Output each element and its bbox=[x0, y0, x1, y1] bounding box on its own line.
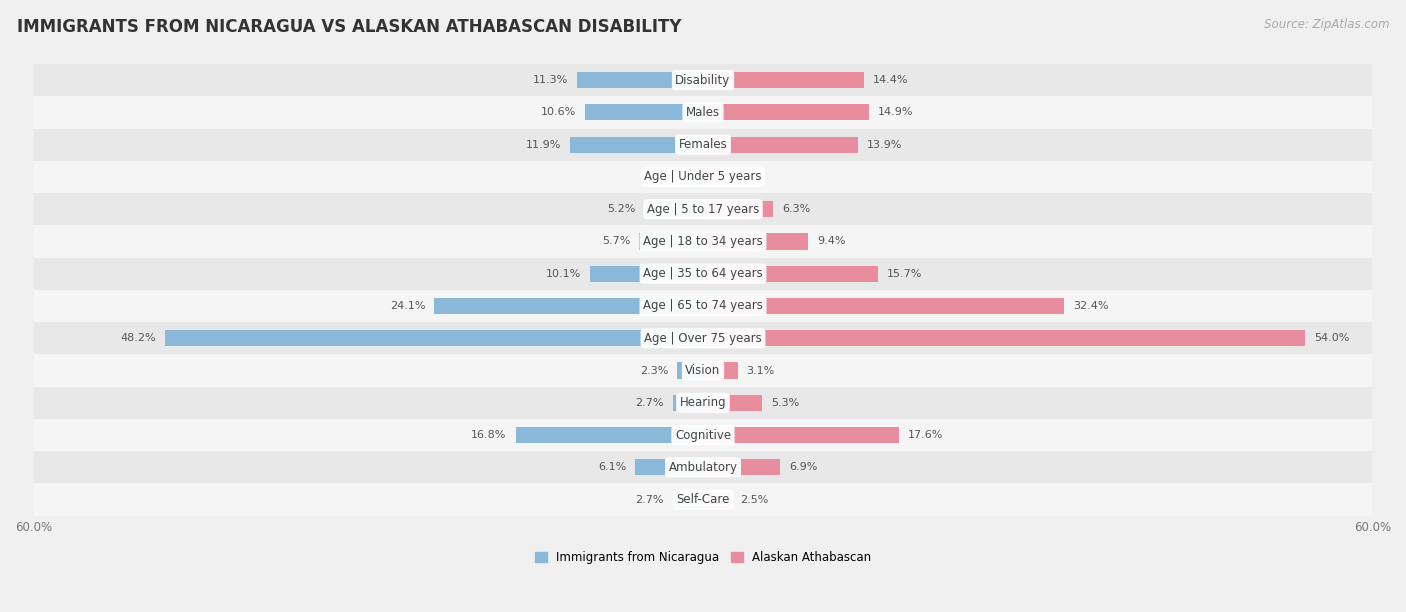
Text: Males: Males bbox=[686, 106, 720, 119]
Bar bbox=[34, 451, 1372, 483]
Bar bbox=[571, 136, 703, 153]
Text: 48.2%: 48.2% bbox=[121, 334, 156, 343]
Text: 5.7%: 5.7% bbox=[602, 236, 630, 247]
Text: 11.9%: 11.9% bbox=[526, 140, 561, 150]
Bar bbox=[34, 483, 1372, 516]
Legend: Immigrants from Nicaragua, Alaskan Athabascan: Immigrants from Nicaragua, Alaskan Athab… bbox=[534, 551, 872, 564]
Bar bbox=[640, 233, 703, 250]
Text: 10.1%: 10.1% bbox=[546, 269, 582, 278]
Bar bbox=[34, 387, 1372, 419]
Text: IMMIGRANTS FROM NICARAGUA VS ALASKAN ATHABASCAN DISABILITY: IMMIGRANTS FROM NICARAGUA VS ALASKAN ATH… bbox=[17, 18, 682, 36]
Bar bbox=[703, 136, 858, 153]
Text: 10.6%: 10.6% bbox=[540, 107, 576, 118]
Bar bbox=[34, 419, 1372, 451]
Bar bbox=[703, 427, 900, 443]
Text: 5.3%: 5.3% bbox=[770, 398, 799, 408]
Text: Age | Under 5 years: Age | Under 5 years bbox=[644, 170, 762, 184]
Bar bbox=[34, 96, 1372, 129]
Bar bbox=[689, 169, 703, 185]
Text: 9.4%: 9.4% bbox=[817, 236, 845, 247]
Bar bbox=[34, 290, 1372, 322]
Bar bbox=[636, 459, 703, 476]
Bar bbox=[703, 266, 879, 282]
Text: 54.0%: 54.0% bbox=[1315, 334, 1350, 343]
Bar bbox=[678, 362, 703, 379]
Text: 1.2%: 1.2% bbox=[652, 172, 681, 182]
Bar bbox=[703, 104, 869, 121]
Text: 2.7%: 2.7% bbox=[636, 398, 664, 408]
Bar bbox=[576, 72, 703, 88]
Bar bbox=[34, 129, 1372, 161]
Text: Source: ZipAtlas.com: Source: ZipAtlas.com bbox=[1264, 18, 1389, 31]
Bar bbox=[673, 395, 703, 411]
Text: Vision: Vision bbox=[685, 364, 721, 377]
Bar bbox=[34, 193, 1372, 225]
Bar bbox=[703, 201, 773, 217]
Bar bbox=[34, 354, 1372, 387]
Bar bbox=[703, 72, 863, 88]
Bar bbox=[34, 225, 1372, 258]
Bar bbox=[34, 322, 1372, 354]
Text: Disability: Disability bbox=[675, 73, 731, 86]
Text: 5.2%: 5.2% bbox=[607, 204, 636, 214]
Bar bbox=[166, 330, 703, 346]
Bar bbox=[703, 233, 808, 250]
Text: 11.3%: 11.3% bbox=[533, 75, 568, 85]
Text: 6.3%: 6.3% bbox=[782, 204, 810, 214]
Text: 14.4%: 14.4% bbox=[873, 75, 908, 85]
Bar bbox=[703, 362, 738, 379]
Text: Age | 35 to 64 years: Age | 35 to 64 years bbox=[643, 267, 763, 280]
Text: 6.9%: 6.9% bbox=[789, 462, 817, 472]
Bar bbox=[673, 491, 703, 508]
Text: 3.1%: 3.1% bbox=[747, 365, 775, 376]
Bar bbox=[703, 169, 720, 185]
Bar bbox=[645, 201, 703, 217]
Text: 15.7%: 15.7% bbox=[887, 269, 922, 278]
Bar bbox=[591, 266, 703, 282]
Bar bbox=[703, 330, 1306, 346]
Text: 17.6%: 17.6% bbox=[908, 430, 943, 440]
Bar bbox=[434, 298, 703, 314]
Text: Age | 5 to 17 years: Age | 5 to 17 years bbox=[647, 203, 759, 215]
Text: Ambulatory: Ambulatory bbox=[668, 461, 738, 474]
Text: 16.8%: 16.8% bbox=[471, 430, 506, 440]
Text: 32.4%: 32.4% bbox=[1073, 301, 1109, 311]
Text: Cognitive: Cognitive bbox=[675, 428, 731, 442]
Bar bbox=[703, 459, 780, 476]
Text: 2.5%: 2.5% bbox=[740, 494, 768, 505]
Bar bbox=[34, 64, 1372, 96]
Bar bbox=[703, 298, 1064, 314]
Text: Self-Care: Self-Care bbox=[676, 493, 730, 506]
Text: Age | 18 to 34 years: Age | 18 to 34 years bbox=[643, 235, 763, 248]
Text: Age | 65 to 74 years: Age | 65 to 74 years bbox=[643, 299, 763, 313]
Text: Hearing: Hearing bbox=[679, 397, 727, 409]
Bar bbox=[703, 395, 762, 411]
Text: 2.3%: 2.3% bbox=[640, 365, 668, 376]
Bar bbox=[34, 161, 1372, 193]
Text: 13.9%: 13.9% bbox=[868, 140, 903, 150]
Text: Age | Over 75 years: Age | Over 75 years bbox=[644, 332, 762, 345]
Bar bbox=[703, 491, 731, 508]
Text: 2.7%: 2.7% bbox=[636, 494, 664, 505]
Text: Females: Females bbox=[679, 138, 727, 151]
Bar bbox=[516, 427, 703, 443]
Text: 1.5%: 1.5% bbox=[728, 172, 756, 182]
Text: 6.1%: 6.1% bbox=[598, 462, 626, 472]
Bar bbox=[585, 104, 703, 121]
Text: 24.1%: 24.1% bbox=[389, 301, 425, 311]
Bar bbox=[34, 258, 1372, 290]
Text: 14.9%: 14.9% bbox=[879, 107, 914, 118]
